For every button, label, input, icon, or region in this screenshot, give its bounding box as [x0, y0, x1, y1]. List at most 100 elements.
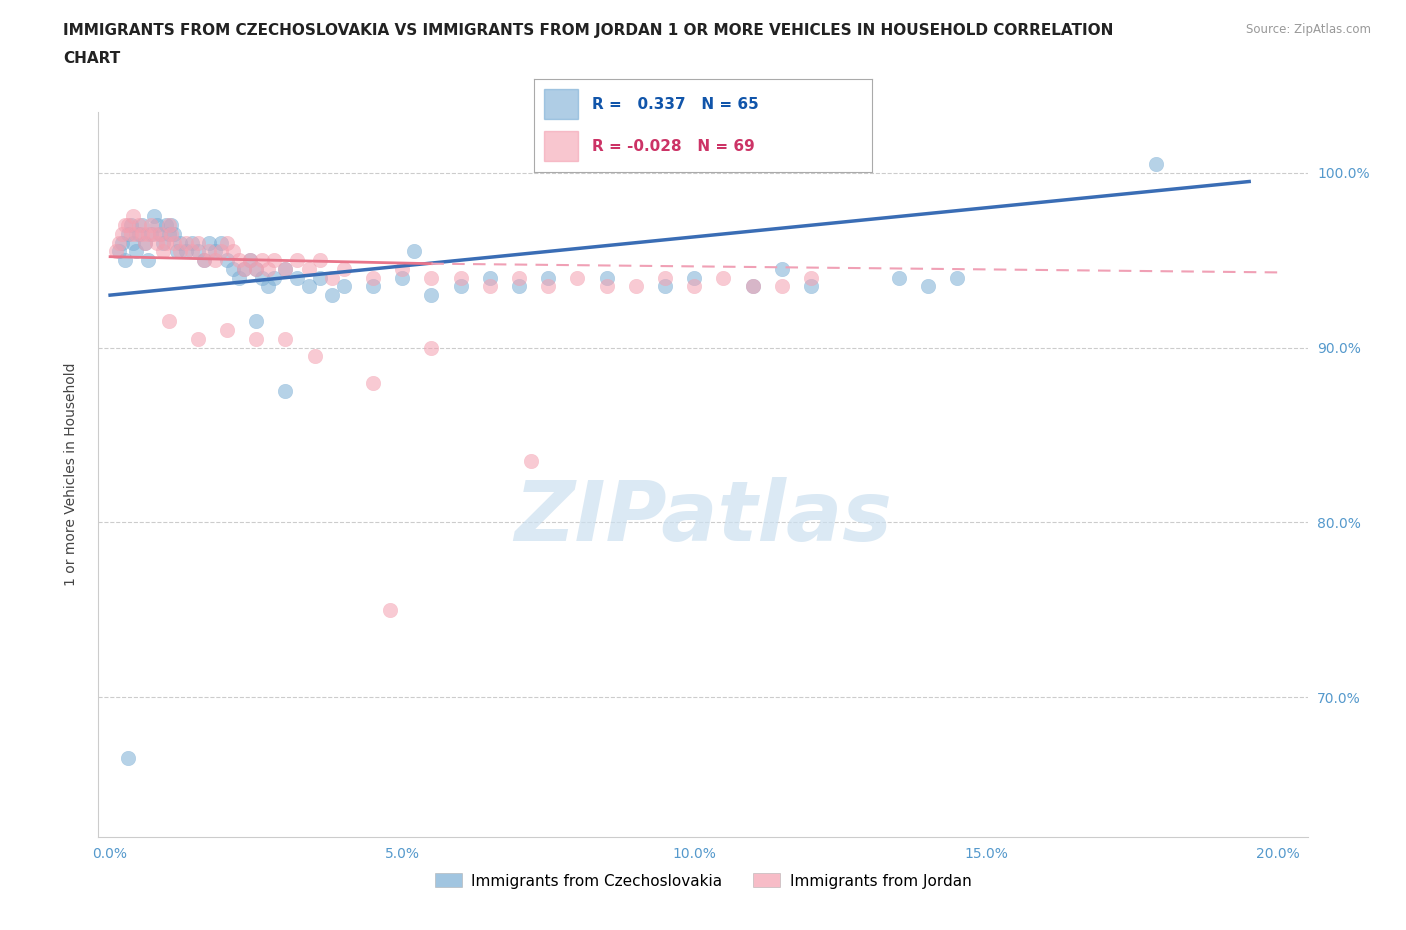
Point: [420, 271, 443, 286]
Point: [770, 261, 793, 276]
Point: [800, 279, 823, 294]
Point: [163, 227, 186, 242]
Bar: [544, 89, 578, 119]
Point: [114, 253, 136, 268]
Point: [239, 253, 262, 268]
Point: [152, 235, 174, 250]
Point: [420, 287, 443, 302]
Point: [136, 227, 159, 242]
Point: [595, 271, 617, 286]
Point: [274, 261, 297, 276]
Point: [478, 279, 501, 294]
Point: [245, 261, 267, 276]
Point: [120, 218, 142, 232]
Point: [146, 235, 169, 250]
Point: [117, 227, 139, 242]
Point: [204, 253, 226, 268]
Point: [245, 331, 267, 346]
Point: [770, 279, 793, 294]
Point: [391, 261, 413, 276]
Point: [160, 218, 183, 232]
Point: [117, 751, 139, 765]
Text: Source: ZipAtlas.com: Source: ZipAtlas.com: [1246, 23, 1371, 36]
Point: [149, 227, 172, 242]
Point: [157, 227, 180, 242]
Legend: Immigrants from Czechoslovakia, Immigrants from Jordan: Immigrants from Czechoslovakia, Immigran…: [429, 868, 977, 895]
Point: [131, 218, 153, 232]
Point: [160, 227, 183, 242]
Point: [361, 279, 384, 294]
Point: [174, 235, 197, 250]
Point: [174, 244, 197, 259]
Point: [122, 235, 145, 250]
Point: [285, 271, 308, 286]
Point: [157, 314, 180, 329]
Point: [298, 261, 321, 276]
Point: [250, 271, 273, 286]
Point: [228, 253, 250, 268]
Point: [946, 271, 969, 286]
Point: [741, 279, 763, 294]
Bar: [544, 131, 578, 161]
Point: [654, 279, 676, 294]
Point: [274, 384, 297, 399]
Point: [209, 244, 232, 259]
Point: [595, 279, 617, 294]
Point: [304, 349, 326, 364]
Point: [309, 253, 332, 268]
Point: [169, 235, 191, 250]
Point: [713, 271, 735, 286]
Point: [508, 279, 530, 294]
Point: [187, 331, 209, 346]
Point: [120, 227, 142, 242]
Point: [215, 253, 238, 268]
Point: [741, 279, 763, 294]
Point: [139, 218, 162, 232]
Point: [193, 253, 215, 268]
Point: [567, 271, 589, 286]
Point: [180, 244, 202, 259]
Point: [250, 253, 273, 268]
Point: [654, 271, 676, 286]
Point: [450, 271, 472, 286]
Point: [233, 261, 256, 276]
Point: [537, 271, 560, 286]
Point: [361, 375, 384, 390]
Point: [108, 244, 131, 259]
Point: [274, 331, 297, 346]
Point: [128, 218, 150, 232]
Point: [155, 218, 177, 232]
Point: [222, 244, 245, 259]
Point: [163, 235, 186, 250]
Point: [887, 271, 910, 286]
Point: [332, 261, 354, 276]
Point: [104, 244, 127, 259]
Point: [245, 261, 267, 276]
Point: [800, 271, 823, 286]
Point: [198, 244, 221, 259]
Point: [125, 227, 148, 242]
Point: [122, 209, 145, 224]
Point: [263, 253, 285, 268]
Point: [136, 253, 159, 268]
Point: [263, 271, 285, 286]
Point: [142, 227, 165, 242]
Point: [152, 244, 174, 259]
Point: [256, 279, 278, 294]
Point: [198, 235, 221, 250]
Point: [683, 271, 706, 286]
Point: [478, 271, 501, 286]
Point: [624, 279, 647, 294]
Point: [917, 279, 939, 294]
Point: [139, 227, 162, 242]
Point: [111, 235, 134, 250]
Point: [134, 235, 156, 250]
Point: [157, 218, 180, 232]
Point: [215, 323, 238, 338]
Point: [180, 235, 202, 250]
Point: [155, 235, 177, 250]
Point: [309, 271, 332, 286]
Point: [285, 253, 308, 268]
Point: [146, 218, 169, 232]
Point: [256, 261, 278, 276]
